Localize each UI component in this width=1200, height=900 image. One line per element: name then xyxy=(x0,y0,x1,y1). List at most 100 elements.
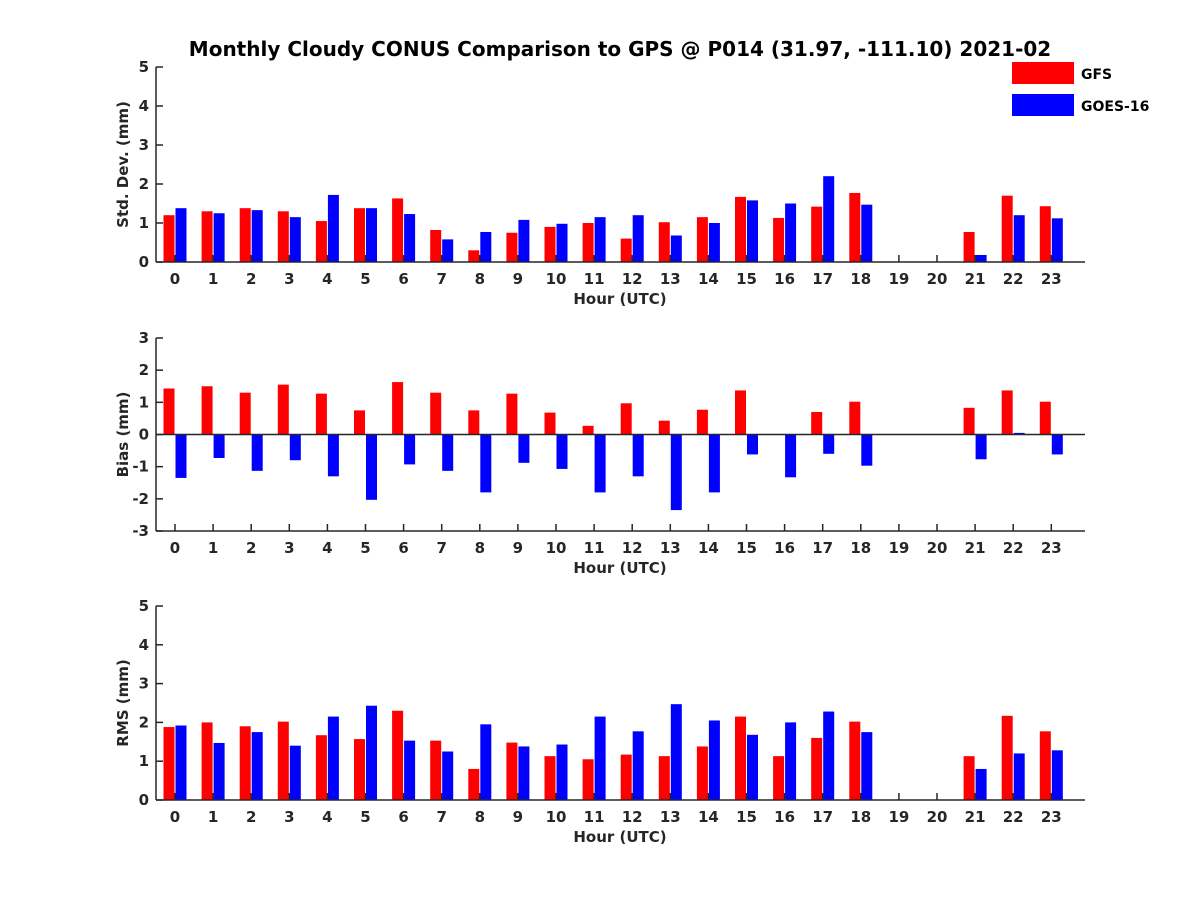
bar-gfs-hour-17 xyxy=(811,206,823,262)
x-tick-label: 16 xyxy=(774,539,795,557)
y-axis-label: Std. Dev. (mm) xyxy=(114,101,132,228)
bar-gfs-hour-21 xyxy=(963,407,975,435)
bar-gfs-hour-10 xyxy=(544,226,556,262)
x-tick-label: 18 xyxy=(850,808,871,826)
x-tick-label: 2 xyxy=(246,808,256,826)
bar-gfs-hour-14 xyxy=(696,217,708,262)
x-tick-label: 17 xyxy=(812,270,833,288)
bar-goes16-hour-1 xyxy=(213,434,225,458)
y-tick-label: 2 xyxy=(139,361,149,379)
bar-gfs-hour-18 xyxy=(849,721,861,800)
bar-goes16-hour-21 xyxy=(975,434,987,460)
bar-gfs-hour-23 xyxy=(1039,401,1051,435)
x-tick-label: 15 xyxy=(736,539,757,557)
x-tick-label: 8 xyxy=(475,808,485,826)
y-tick-label: 3 xyxy=(139,675,149,693)
bar-gfs-hour-22 xyxy=(1001,195,1013,262)
x-tick-label: 12 xyxy=(622,808,643,826)
bar-goes16-hour-23 xyxy=(1051,218,1063,262)
bar-goes16-hour-21 xyxy=(975,254,987,262)
bar-gfs-hour-7 xyxy=(430,392,442,435)
bar-goes16-hour-12 xyxy=(632,434,644,477)
x-tick-label: 13 xyxy=(660,539,681,557)
bar-gfs-hour-8 xyxy=(468,768,480,800)
bar-gfs-hour-7 xyxy=(430,230,442,262)
bar-gfs-hour-2 xyxy=(239,392,251,435)
bar-goes16-hour-18 xyxy=(861,732,873,800)
x-tick-label: 1 xyxy=(208,270,218,288)
bar-gfs-hour-18 xyxy=(849,401,861,435)
x-tick-label: 7 xyxy=(436,808,446,826)
bar-goes16-hour-11 xyxy=(594,716,606,800)
bar-goes16-hour-7 xyxy=(442,239,454,262)
x-tick-label: 11 xyxy=(584,808,605,826)
x-tick-label: 13 xyxy=(660,270,681,288)
bar-goes16-hour-13 xyxy=(670,235,682,262)
bar-gfs-hour-12 xyxy=(620,403,632,435)
bar-goes16-hour-15 xyxy=(747,434,758,455)
bar-goes16-hour-6 xyxy=(404,214,416,262)
bar-gfs-hour-8 xyxy=(468,250,480,262)
bar-goes16-hour-18 xyxy=(861,434,873,466)
bar-goes16-hour-9 xyxy=(518,219,530,262)
bar-goes16-hour-4 xyxy=(327,194,339,262)
x-tick-label: 18 xyxy=(850,270,871,288)
legend-swatch-gfs xyxy=(1012,62,1074,84)
y-tick-label: 2 xyxy=(139,713,149,731)
bar-goes16-hour-4 xyxy=(327,434,339,477)
bar-gfs-hour-1 xyxy=(201,386,213,435)
x-tick-label: 7 xyxy=(436,270,446,288)
bar-gfs-hour-2 xyxy=(239,208,251,262)
x-tick-label: 3 xyxy=(284,270,294,288)
bar-goes16-hour-0 xyxy=(175,725,187,800)
x-tick-label: 10 xyxy=(546,808,567,826)
y-tick-label: 5 xyxy=(139,58,149,76)
bar-goes16-hour-23 xyxy=(1051,750,1063,800)
bar-goes16-hour-18 xyxy=(861,204,873,262)
bar-gfs-hour-9 xyxy=(506,232,518,262)
bar-gfs-hour-10 xyxy=(544,756,556,800)
x-tick-label: 21 xyxy=(965,270,986,288)
bar-gfs-hour-22 xyxy=(1001,715,1013,800)
y-tick-label: 4 xyxy=(139,97,149,115)
bar-gfs-hour-1 xyxy=(201,211,213,262)
bar-goes16-hour-5 xyxy=(366,208,377,262)
y-tick-label: -3 xyxy=(132,522,149,540)
legend-swatch-goes16 xyxy=(1012,94,1074,116)
x-tick-label: 16 xyxy=(774,808,795,826)
y-tick-label: 5 xyxy=(139,597,149,615)
x-tick-label: 9 xyxy=(513,808,523,826)
x-tick-label: 0 xyxy=(170,270,180,288)
bar-gfs-hour-15 xyxy=(735,196,746,262)
x-tick-label: 20 xyxy=(927,539,948,557)
bar-gfs-hour-3 xyxy=(277,211,289,262)
bar-gfs-hour-0 xyxy=(163,215,175,262)
bar-goes16-hour-3 xyxy=(289,745,301,800)
bar-goes16-hour-10 xyxy=(556,744,568,800)
bar-goes16-hour-16 xyxy=(785,203,797,262)
bar-goes16-hour-3 xyxy=(289,217,301,262)
x-tick-label: 14 xyxy=(698,270,719,288)
x-tick-label: 4 xyxy=(322,539,332,557)
y-tick-label: 0 xyxy=(139,426,149,444)
bar-goes16-hour-17 xyxy=(823,176,835,262)
x-tick-label: 14 xyxy=(698,808,719,826)
bar-goes16-hour-2 xyxy=(251,210,263,262)
bar-goes16-hour-14 xyxy=(708,434,720,493)
bar-goes16-hour-12 xyxy=(632,215,644,262)
bar-gfs-hour-6 xyxy=(392,710,404,800)
x-tick-label: 9 xyxy=(513,270,523,288)
bar-gfs-hour-9 xyxy=(506,742,518,800)
bar-goes16-hour-12 xyxy=(632,731,644,800)
y-tick-label: 2 xyxy=(139,175,149,193)
bar-gfs-hour-15 xyxy=(735,390,746,435)
bar-goes16-hour-6 xyxy=(404,434,416,465)
y-axis-label: RMS (mm) xyxy=(114,659,132,746)
x-tick-label: 7 xyxy=(436,539,446,557)
bar-gfs-hour-17 xyxy=(811,411,823,435)
x-tick-label: 22 xyxy=(1003,808,1024,826)
bar-goes16-hour-8 xyxy=(480,434,492,493)
bar-goes16-hour-2 xyxy=(251,434,263,471)
x-tick-label: 2 xyxy=(246,270,256,288)
